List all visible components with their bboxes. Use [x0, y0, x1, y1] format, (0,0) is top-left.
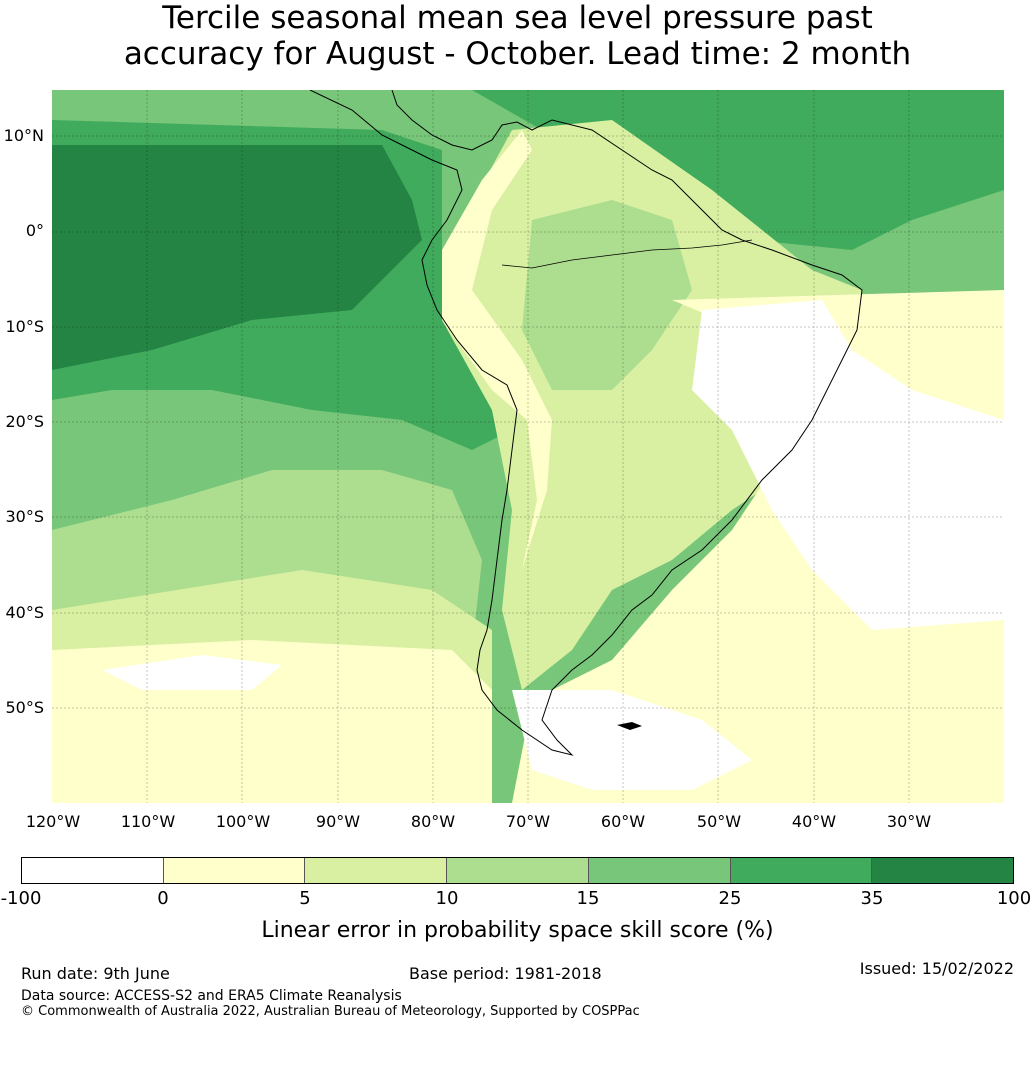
lon-label-110w: 110°W — [120, 812, 176, 831]
title-line-1: Tercile seasonal mean sea level pressure… — [162, 0, 873, 36]
map-title: Tercile seasonal mean sea level pressure… — [0, 0, 1035, 72]
colorbar-tick: 35 — [860, 888, 884, 909]
lat-label-50s: 50°S — [5, 698, 44, 717]
amazon-river — [501, 239, 753, 269]
colorbar-tick: 100 — [996, 888, 1032, 909]
base-period: Base period: 1981-2018 — [409, 964, 602, 983]
lat-label-10s: 10°S — [5, 317, 44, 336]
falkland-islands — [617, 722, 642, 730]
lon-label-120w: 120°W — [25, 812, 81, 831]
skill-map-canvas — [52, 90, 1004, 803]
colorbar-tick: -100 — [0, 888, 42, 909]
field-zone-andes — [442, 130, 552, 570]
field-zone-35-100 — [52, 145, 422, 370]
field-zone-10-15-land — [522, 200, 692, 390]
issued-date: Issued: 15/02/2022 — [859, 959, 1014, 978]
colorbar-bin-35-100 — [872, 858, 1014, 883]
title-line-2: accuracy for August - October. Lead time… — [123, 36, 912, 72]
colorbar — [21, 857, 1014, 884]
lat-label-0: 0° — [25, 221, 44, 240]
colorbar-tick: 5 — [299, 888, 311, 909]
lon-label-50w: 50°W — [696, 812, 742, 831]
lat-label-10n: 10°N — [3, 126, 44, 145]
colorbar-bin-15-25 — [588, 858, 731, 883]
colorbar-bin-25-35 — [730, 858, 873, 883]
colorbar-tick: 15 — [576, 888, 600, 909]
lon-label-40w: 40°W — [791, 812, 837, 831]
copyright: © Commonwealth of Australia 2022, Austra… — [21, 1004, 640, 1019]
colorbar-bin-10-15 — [447, 858, 589, 883]
colorbar-bin-neg100-0 — [22, 858, 164, 883]
data-source: Data source: ACCESS-S2 and ERA5 Climate … — [21, 988, 402, 1004]
lon-label-30w: 30°W — [886, 812, 932, 831]
field-zone-negative-atlantic — [692, 300, 1004, 630]
colorbar-label: Linear error in probability space skill … — [261, 918, 774, 943]
lon-label-80w: 80°W — [410, 812, 456, 831]
field-zone-negative-pacific — [102, 655, 282, 690]
colorbar-bin-5-10 — [305, 858, 448, 883]
lat-label-30s: 30°S — [5, 507, 44, 526]
colorbar-tick: 10 — [435, 888, 459, 909]
colorbar-bin-0-5 — [163, 858, 306, 883]
field-zone-negative-south — [512, 690, 752, 790]
graticule — [52, 90, 1004, 803]
colorbar-tick: 0 — [157, 888, 169, 909]
lon-label-100w: 100°W — [215, 812, 271, 831]
lat-label-20s: 20°S — [5, 412, 44, 431]
lon-label-70w: 70°W — [505, 812, 551, 831]
lon-label-90w: 90°W — [315, 812, 361, 831]
skill-map — [52, 90, 1004, 803]
colorbar-tick: 25 — [718, 888, 742, 909]
run-date: Run date: 9th June — [21, 964, 170, 983]
lat-label-40s: 40°S — [5, 603, 44, 622]
south-america-coastline — [309, 90, 863, 756]
lon-label-60w: 60°W — [600, 812, 646, 831]
